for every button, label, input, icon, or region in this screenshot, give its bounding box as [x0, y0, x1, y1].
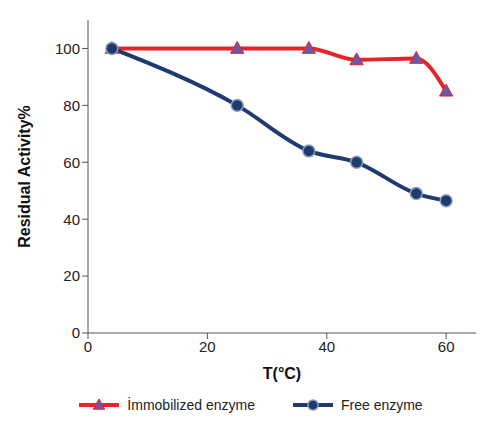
html-text:İmmobilized enzyme: İmmobilized enzyme	[127, 397, 255, 413]
svg-text:100: 100	[55, 40, 80, 57]
svg-text:Residual Activity%: Residual Activity%	[16, 105, 33, 248]
svg-text:40: 40	[63, 211, 80, 228]
svg-text:60: 60	[438, 338, 455, 355]
svg-text:0: 0	[84, 338, 92, 355]
svg-text:T(°C): T(°C)	[263, 365, 301, 382]
svg-text:40: 40	[318, 338, 335, 355]
svg-text:80: 80	[63, 97, 80, 114]
svg-text:20: 20	[199, 338, 216, 355]
html-text:Free enzyme: Free enzyme	[341, 397, 423, 413]
svg-text:20: 20	[63, 267, 80, 284]
svg-text:60: 60	[63, 154, 80, 171]
svg-text:0: 0	[72, 324, 80, 341]
